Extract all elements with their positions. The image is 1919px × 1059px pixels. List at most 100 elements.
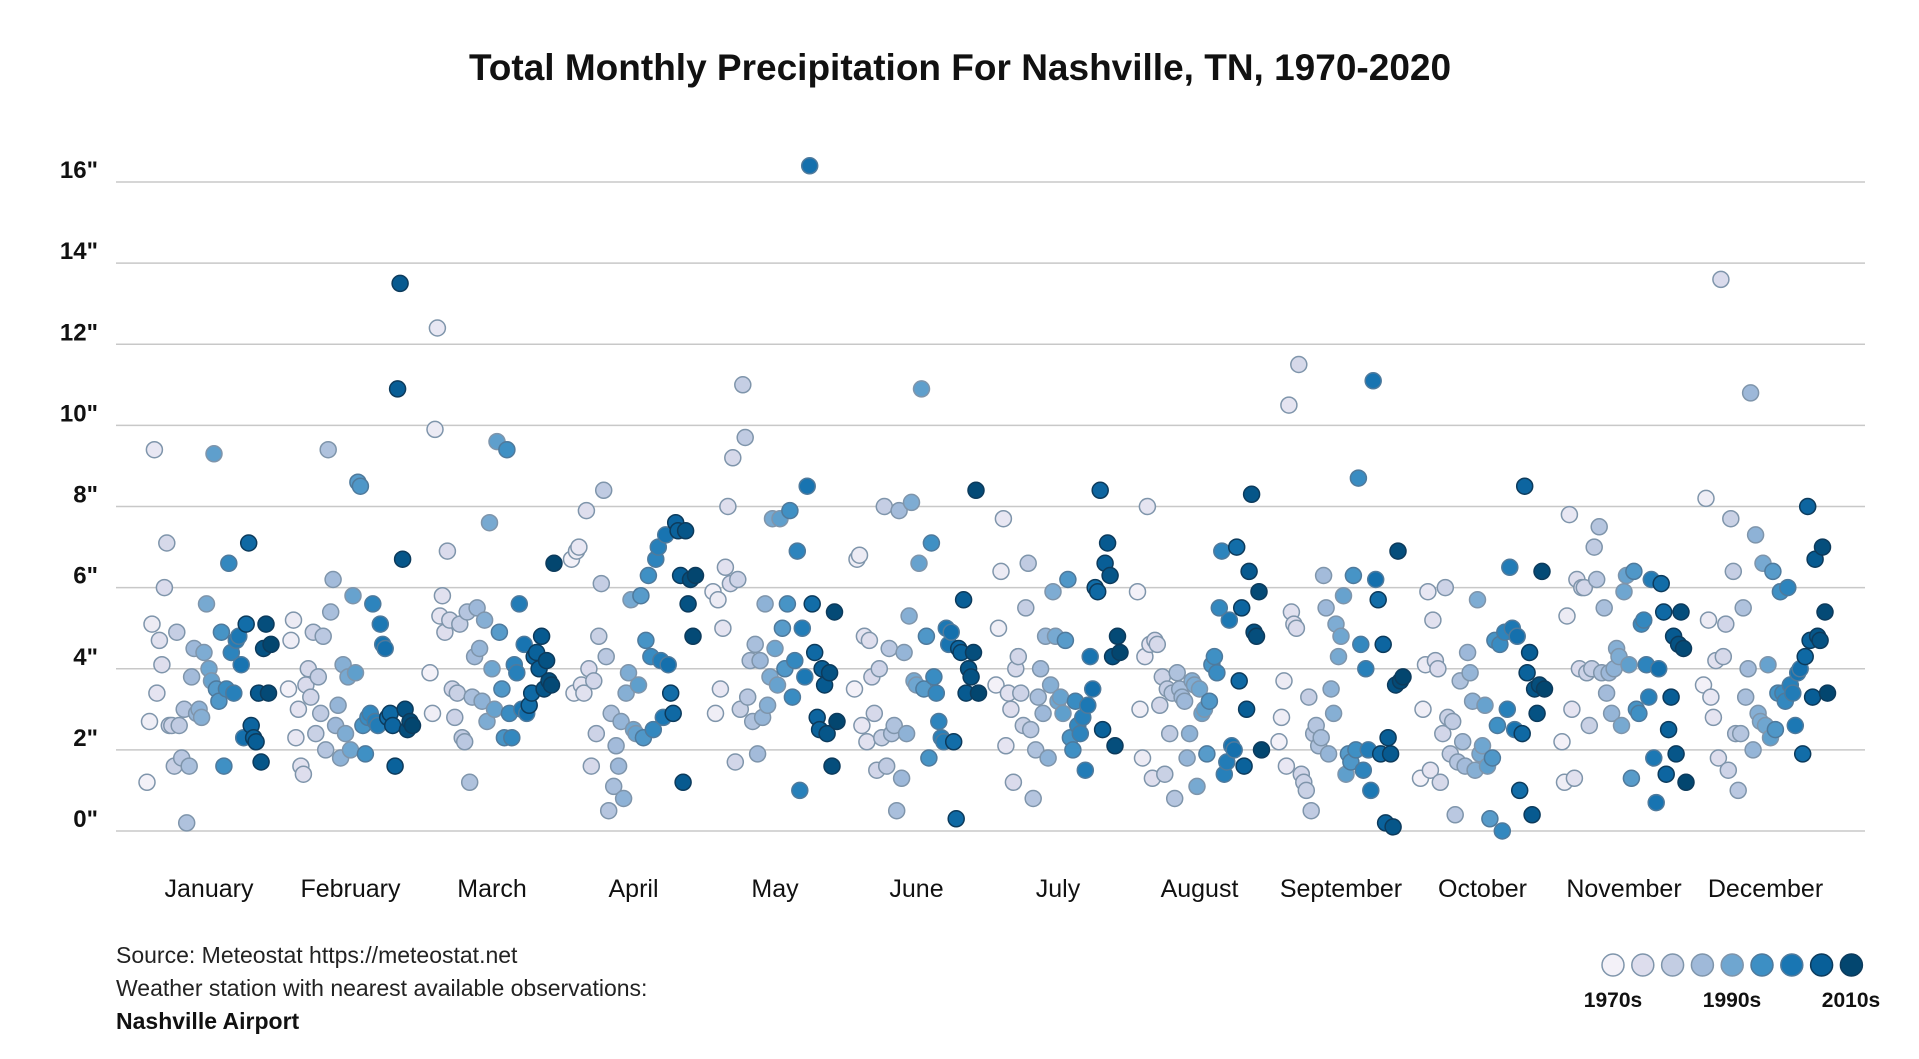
data-point-july-1988 [1031,660,1050,678]
data-point-september-1981 [1297,781,1316,800]
data-point-february-1990 [329,696,347,715]
data-point-september-2007 [1362,781,1380,800]
data-point-december-1971 [1697,489,1715,508]
data-point-july-1987 [1029,688,1047,706]
y-tick-label: 12" [60,319,98,346]
data-point-december-1991 [1746,526,1765,544]
y-tick-label: 14" [60,238,98,265]
data-point-march-1994 [480,513,499,532]
data-point-july-1984 [1021,720,1040,739]
data-point-july-1971 [989,619,1008,637]
data-point-june-1973 [853,716,871,735]
data-point-november-1985 [1590,518,1608,536]
data-point-may-1973 [711,680,730,698]
data-point-july-2011 [1088,582,1107,601]
month-label-april: April [608,875,658,903]
y-tick-label: 2" [73,725,98,752]
data-point-january-1977 [155,578,174,597]
data-point-may-2002 [783,688,802,706]
data-point-january-1978 [158,534,176,552]
data-point-january-2001 [215,757,233,775]
data-point-may-2020 [828,712,846,731]
data-point-march-1975 [433,586,452,605]
station-note: Weather station with nearest available o… [116,975,647,1001]
data-point-june-1980 [870,660,889,678]
data-point-october-1983 [1443,712,1462,731]
data-point-september-2003 [1352,635,1370,654]
data-point-march-1971 [423,704,442,723]
data-point-december-1996 [1759,655,1777,674]
data-point-august-1999 [1200,692,1219,710]
data-point-october-2015 [1523,806,1541,824]
data-point-march-1980 [446,708,464,727]
data-point-october-1996 [1476,696,1494,715]
data-point-august-2015 [1240,562,1258,581]
data-point-march-2020 [545,554,563,573]
data-point-december-2004 [1779,578,1797,597]
data-point-november-1974 [1563,700,1581,719]
data-point-september-1977 [1287,619,1306,637]
data-point-january-1987 [180,757,198,775]
data-point-june-1984 [880,639,898,658]
data-point-march-1990 [470,639,489,658]
data-point-july-1986 [1026,741,1045,759]
data-point-december-2007 [1786,716,1805,735]
data-point-july-2015 [1098,534,1117,552]
data-point-december-2014 [1803,688,1822,706]
data-point-may-2000 [778,595,797,613]
data-point-august-1998 [1198,745,1216,763]
data-point-july-2008 [1081,647,1099,666]
data-point-february-2016 [393,550,412,568]
y-tick-label: 16" [60,157,98,184]
data-point-february-1987 [321,603,340,621]
data-point-june-2019 [967,481,985,500]
data-point-june-2018 [964,643,983,662]
data-point-august-1972 [1133,749,1152,767]
data-point-september-1989 [1317,599,1335,617]
data-point-august-2001 [1205,647,1224,666]
data-point-april-2017 [679,595,697,613]
data-point-january-1993 [195,643,213,662]
data-point-december-1974 [1704,708,1723,727]
data-point-september-2018 [1389,542,1407,560]
data-point-may-1987 [746,635,764,654]
data-point-november-2014 [1662,688,1680,706]
data-point-april-1982 [592,574,611,593]
data-point-march-2015 [532,627,551,646]
data-point-february-2013 [386,757,404,775]
data-point-november-2019 [1674,639,1693,658]
data-point-october-2011 [1513,724,1531,743]
data-point-october-1989 [1458,643,1477,662]
legend-swatch [1631,953,1655,977]
data-point-january-2003 [220,554,238,573]
data-point-october-1978 [1431,773,1450,792]
data-point-march-2001 [498,440,516,459]
data-point-june-1989 [892,769,911,788]
data-point-april-2009 [659,655,677,674]
data-point-may-1972 [709,591,727,609]
data-point-july-2016 [1101,566,1119,585]
data-point-february-1971 [282,631,300,650]
data-point-march-1986 [460,773,479,792]
data-point-june-1988 [890,501,908,520]
data-point-may-2007 [796,668,814,686]
legend-swatch [1809,953,1834,977]
data-point-february-1982 [309,668,328,686]
data-point-july-2013 [1093,720,1112,739]
data-point-may-2004 [788,542,807,560]
data-point-january-2016 [252,753,270,771]
data-point-january-1973 [145,440,164,459]
month-label-august: August [1161,875,1239,903]
data-point-august-2009 [1225,741,1243,759]
data-point-july-1973 [994,509,1013,528]
y-tick-label: 10" [60,400,98,427]
data-point-august-2019 [1250,582,1268,601]
data-point-november-2016 [1667,745,1685,763]
data-point-august-2011 [1230,672,1248,690]
data-point-december-1981 [1722,509,1740,528]
data-point-october-2006 [1501,558,1519,577]
data-point-november-1984 [1587,570,1606,589]
data-point-january-2011 [239,534,258,552]
data-point-april-2010 [661,684,680,702]
data-point-july-1999 [1059,570,1077,589]
